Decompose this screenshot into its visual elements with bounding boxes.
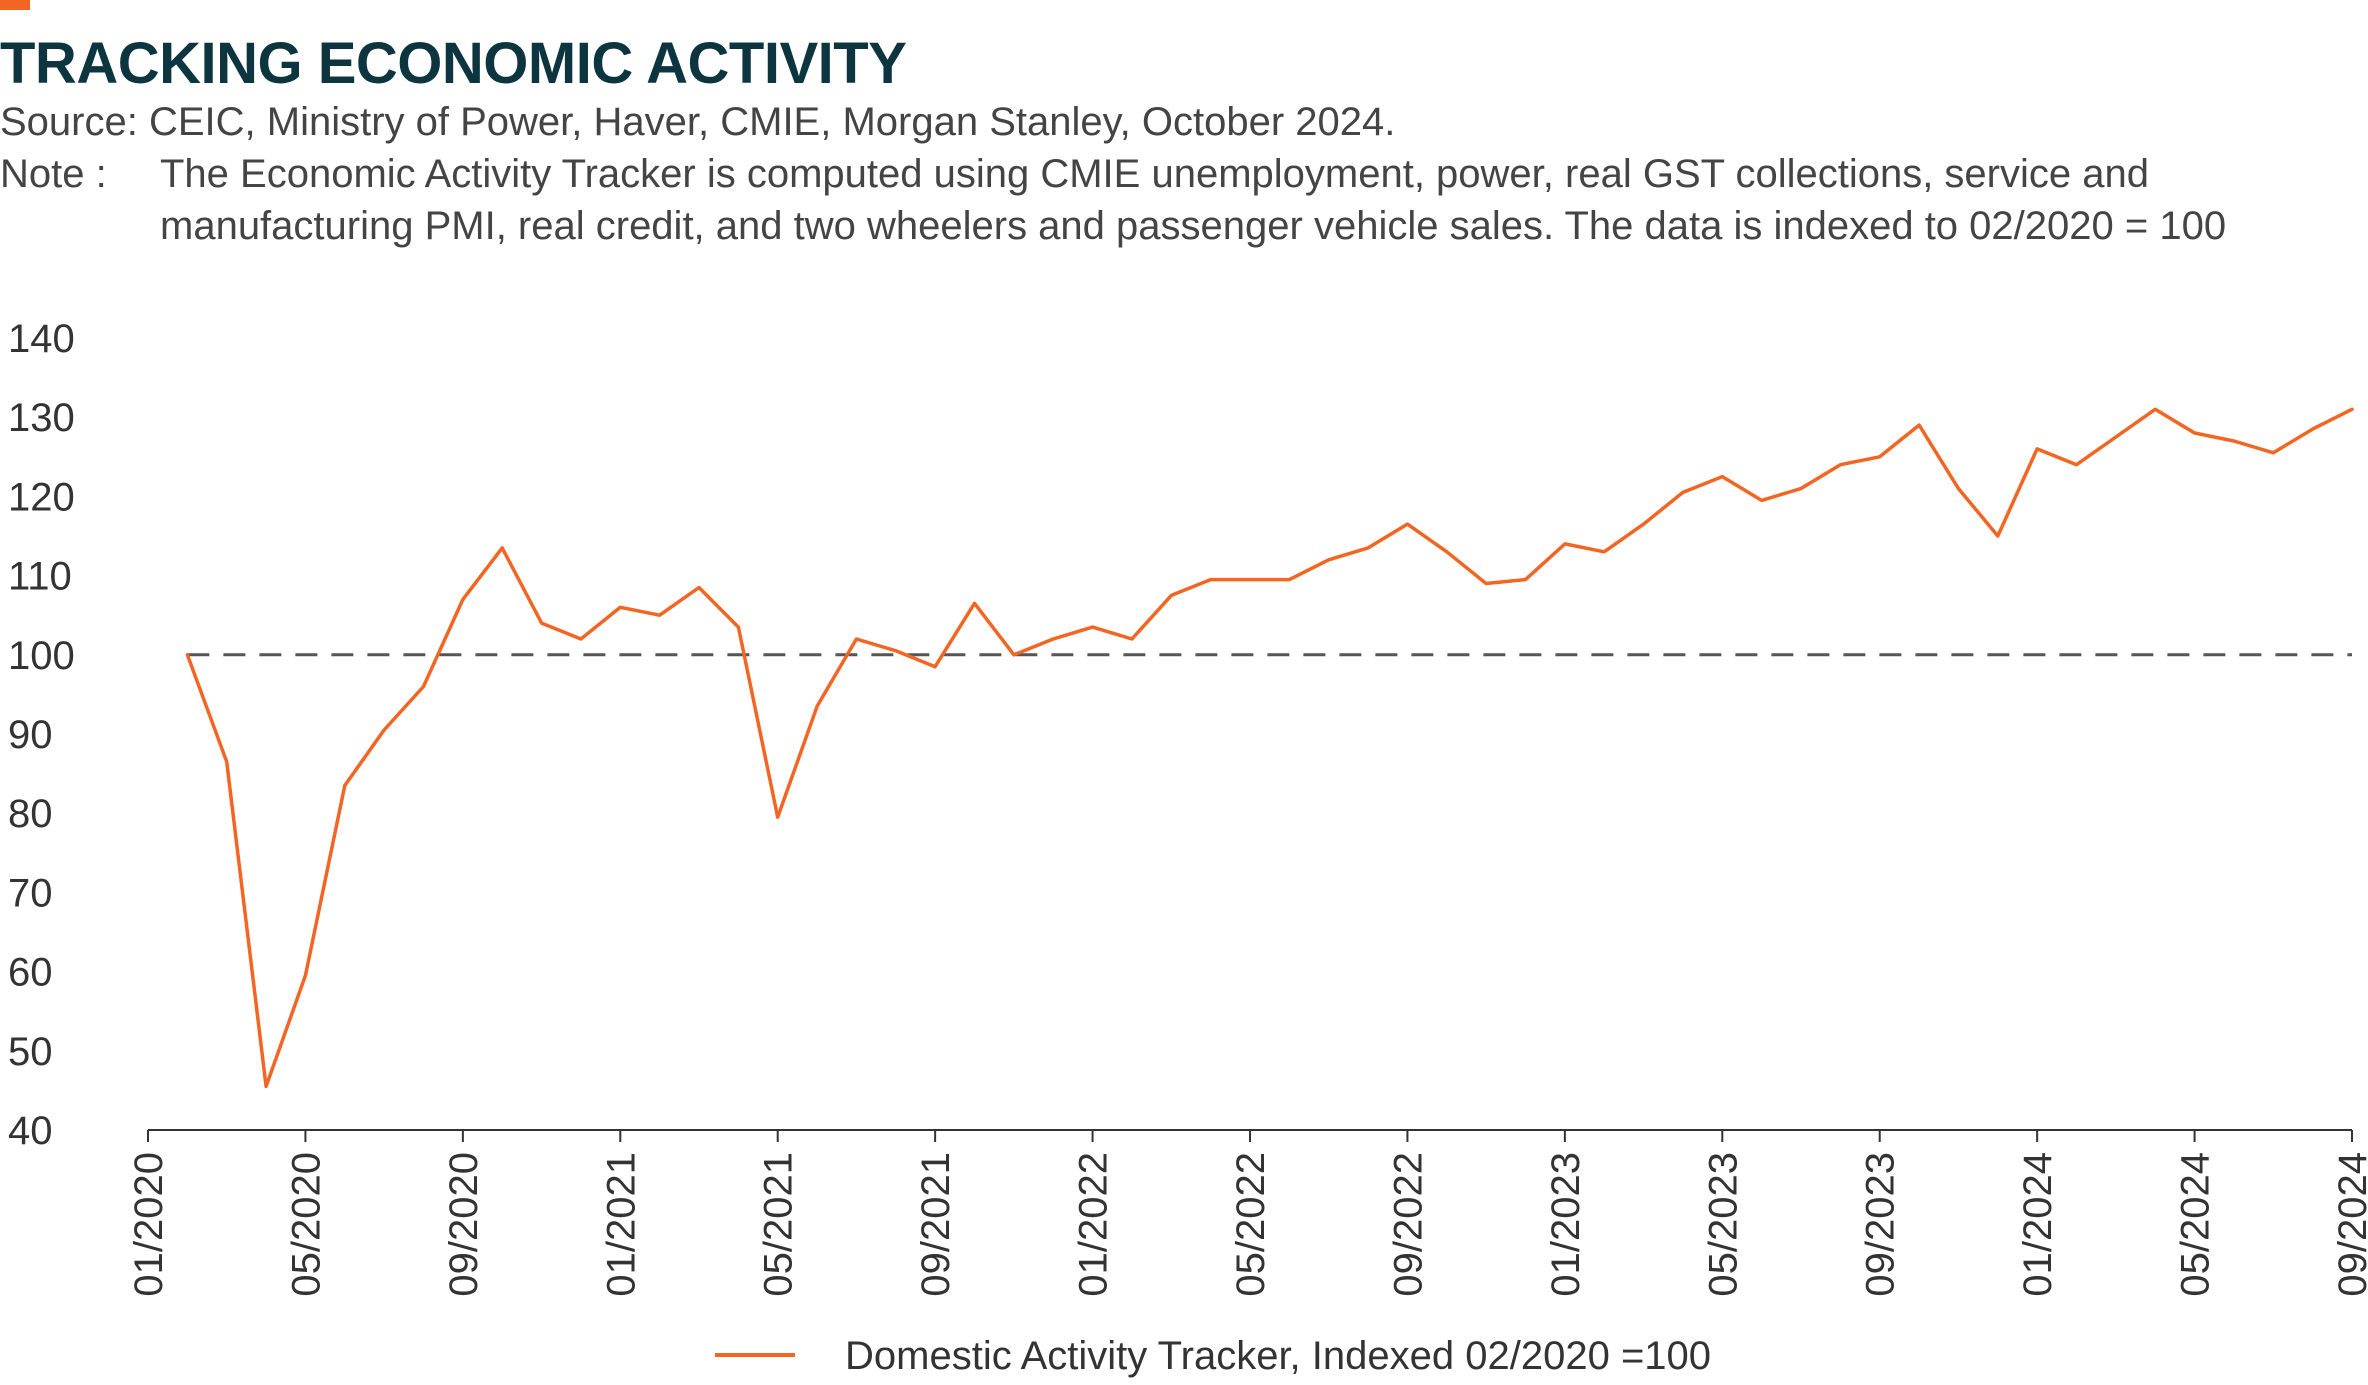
note-text: The Economic Activity Tracker is compute… (160, 152, 2227, 248)
x-tick-label: 09/2022 (1386, 1152, 1430, 1297)
y-tick-label: 140 (8, 317, 75, 361)
x-tick-label: 01/2023 (1544, 1152, 1588, 1297)
x-tick-label: 05/2020 (284, 1152, 328, 1297)
note-label: Note : (0, 152, 107, 196)
series-line-domestic-activity-tracker (185, 407, 2354, 1089)
y-tick-label: 100 (8, 634, 75, 678)
y-tick-label: 50 (8, 1030, 53, 1074)
x-tick-label: 05/2022 (1229, 1152, 1273, 1297)
y-tick-label: 110 (8, 555, 72, 599)
x-tick-label: 05/2023 (1701, 1152, 1745, 1297)
source-line: Source: CEIC, Ministry of Power, Haver, … (0, 100, 1396, 144)
y-tick-label: 120 (8, 475, 75, 519)
x-tick-label: 01/2024 (2016, 1152, 2060, 1297)
chart-title: TRACKING ECONOMIC ACTIVITY (0, 31, 907, 96)
x-tick-label: 09/2020 (442, 1152, 486, 1297)
x-tick-label: 01/2021 (599, 1152, 643, 1297)
accent-bar (0, 0, 30, 10)
y-tick-label: 40 (8, 1109, 53, 1153)
x-tick-label: 01/2020 (127, 1152, 171, 1297)
y-tick-label: 130 (8, 396, 75, 440)
x-tick-label: 05/2024 (2174, 1152, 2218, 1297)
x-tick-label: 01/2022 (1072, 1152, 1116, 1297)
x-tick-label: 09/2024 (2331, 1152, 2368, 1297)
x-tick-label: 09/2023 (1859, 1152, 1903, 1297)
x-tick-label: 05/2021 (757, 1152, 801, 1297)
legend-label: Domestic Activity Tracker, Indexed 02/20… (845, 1334, 1711, 1378)
y-tick-label: 70 (8, 871, 53, 915)
y-tick-label: 90 (8, 713, 53, 757)
y-tick-label: 80 (8, 792, 53, 836)
y-tick-label: 60 (8, 951, 53, 995)
x-tick-label: 09/2021 (914, 1152, 958, 1297)
